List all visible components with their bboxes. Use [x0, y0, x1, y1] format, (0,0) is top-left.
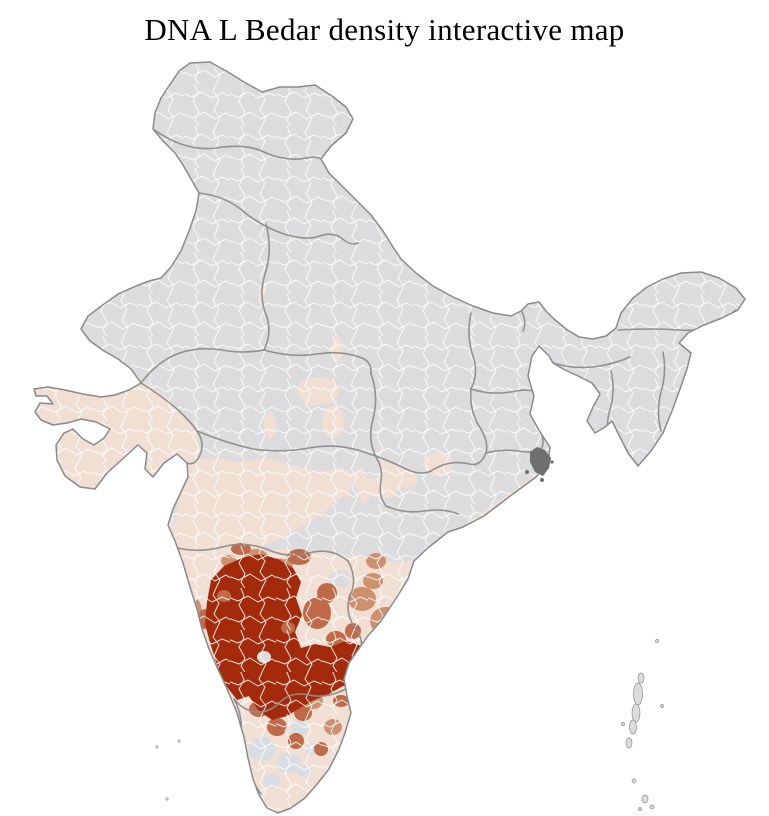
map-title: DNA L Bedar density interactive map	[144, 12, 625, 47]
sundarbans-delta[interactable]	[525, 447, 554, 482]
country-outline	[33, 61, 746, 814]
state-borders	[140, 128, 737, 795]
andaman-nicobar-islands[interactable]	[621, 639, 664, 811]
lakshadweep-islands[interactable]	[155, 739, 181, 801]
district-borders	[34, 62, 745, 813]
